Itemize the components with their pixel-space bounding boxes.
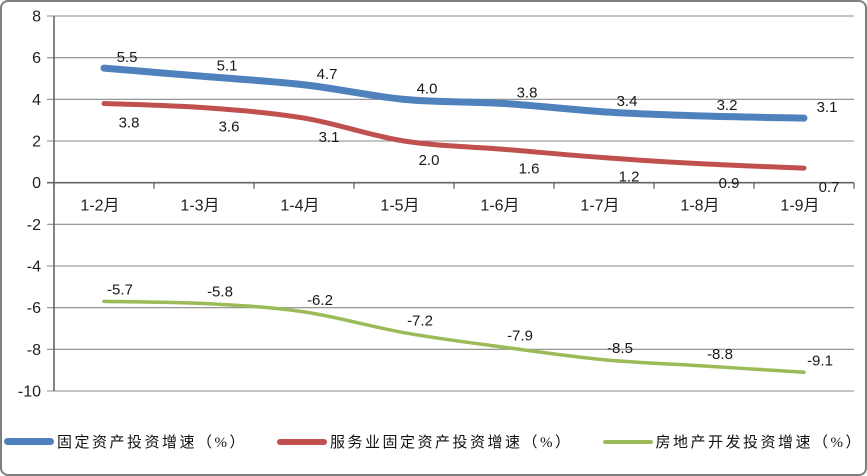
svg-text:-8.5: -8.5 bbox=[607, 340, 633, 357]
x-axis-ticks bbox=[53, 182, 855, 189]
svg-text:4.7: 4.7 bbox=[317, 66, 338, 83]
svg-text:3.8: 3.8 bbox=[517, 85, 538, 102]
svg-text:-10: -10 bbox=[18, 384, 41, 401]
svg-text:1-9月: 1-9月 bbox=[780, 198, 819, 215]
x-axis-labels: 1-2月 1-3月 1-4月 1-5月 1-6月 1-7月 1-8月 1-9月 bbox=[80, 198, 819, 215]
svg-text:3.4: 3.4 bbox=[617, 93, 638, 110]
series-data-labels-0: 5.5 5.1 4.7 4.0 3.8 3.4 3.2 3.1 bbox=[117, 49, 838, 116]
svg-text:3.1: 3.1 bbox=[817, 99, 838, 116]
y-axis-labels: 8 6 4 2 0 -2 -4 -6 -8 -10 bbox=[18, 9, 41, 401]
svg-text:-8: -8 bbox=[27, 342, 41, 359]
svg-text:-5.8: -5.8 bbox=[207, 284, 233, 301]
svg-text:8: 8 bbox=[32, 9, 41, 26]
svg-text:0.9: 0.9 bbox=[719, 175, 740, 192]
svg-text:1-4月: 1-4月 bbox=[280, 198, 319, 215]
svg-text:1-7月: 1-7月 bbox=[580, 198, 619, 215]
legend-swatch-fixed-asset bbox=[4, 438, 54, 445]
svg-text:-4: -4 bbox=[27, 259, 41, 276]
svg-text:-6: -6 bbox=[27, 300, 41, 317]
legend-label-service-industry: 服务业固定资产投资增速（%） bbox=[330, 435, 573, 451]
series-line-2 bbox=[102, 299, 806, 374]
series-data-labels-2: -5.7 -5.8 -6.2 -7.2 -7.9 -8.5 -8.8 -9.1 bbox=[107, 281, 833, 369]
svg-text:3.2: 3.2 bbox=[717, 97, 738, 114]
legend-label-real-estate: 房地产开发投资增速（%） bbox=[655, 435, 863, 451]
svg-text:-7.9: -7.9 bbox=[507, 327, 533, 344]
svg-text:-5.7: -5.7 bbox=[107, 281, 133, 298]
legend-swatch-real-estate bbox=[602, 439, 653, 444]
svg-text:1-2月: 1-2月 bbox=[80, 198, 119, 215]
svg-text:2: 2 bbox=[32, 134, 41, 151]
legend-label-fixed-asset: 固定资产投资增速（%） bbox=[57, 435, 247, 451]
svg-text:1.2: 1.2 bbox=[619, 169, 640, 186]
gridlines bbox=[47, 15, 854, 392]
series-line-0 bbox=[100, 64, 808, 122]
series-line-1 bbox=[101, 101, 807, 171]
svg-text:1.6: 1.6 bbox=[519, 160, 540, 177]
svg-text:1-3月: 1-3月 bbox=[180, 198, 219, 215]
series-data-labels-1: 3.8 3.6 3.1 2.0 1.6 1.2 0.9 0.7 bbox=[119, 115, 840, 197]
legend-item-fixed-asset: 固定资产投资增速（%） bbox=[4, 431, 247, 452]
svg-text:-8.8: -8.8 bbox=[707, 346, 733, 363]
svg-text:1-6月: 1-6月 bbox=[480, 198, 519, 215]
svg-text:1-8月: 1-8月 bbox=[680, 198, 719, 215]
svg-text:2.0: 2.0 bbox=[419, 152, 440, 169]
svg-text:-6.2: -6.2 bbox=[307, 292, 333, 309]
legend-item-service-industry: 服务业固定资产投资增速（%） bbox=[277, 431, 573, 452]
svg-text:-9.1: -9.1 bbox=[807, 352, 833, 369]
svg-text:4.0: 4.0 bbox=[417, 80, 438, 97]
svg-text:-7.2: -7.2 bbox=[407, 313, 433, 330]
svg-text:5.5: 5.5 bbox=[117, 49, 138, 66]
svg-text:-2: -2 bbox=[27, 217, 41, 234]
legend-item-real-estate: 房地产开发投资增速（%） bbox=[602, 431, 864, 452]
svg-text:6: 6 bbox=[32, 50, 41, 67]
svg-text:3.6: 3.6 bbox=[219, 119, 240, 136]
svg-text:5.1: 5.1 bbox=[217, 57, 238, 74]
chart-legend: 固定资产投资增速（%） 服务业固定资产投资增速（%） 房地产开发投资增速（%） bbox=[2, 431, 865, 452]
svg-text:0.7: 0.7 bbox=[819, 179, 840, 196]
svg-text:3.8: 3.8 bbox=[119, 115, 140, 132]
svg-text:1-5月: 1-5月 bbox=[380, 198, 419, 215]
svg-text:4: 4 bbox=[32, 92, 41, 109]
svg-text:3.1: 3.1 bbox=[319, 129, 340, 146]
legend-swatch-service-industry bbox=[277, 438, 327, 445]
svg-text:0: 0 bbox=[32, 175, 41, 192]
